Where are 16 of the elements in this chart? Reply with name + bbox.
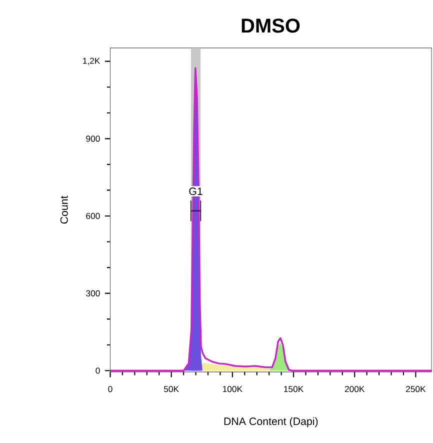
- x-tick-label: 150K: [284, 386, 304, 392]
- y-tick-label: 1,2K: [83, 58, 100, 65]
- line-series: [110, 67, 432, 372]
- y-tick-label: 900: [86, 136, 100, 142]
- y-tick-label: 0: [96, 368, 100, 374]
- y-tick-label: 300: [86, 290, 100, 296]
- y-axis-title: Count: [60, 196, 68, 224]
- x-tick-label: 50K: [164, 386, 180, 392]
- x-tick-label: 0: [108, 386, 113, 392]
- y-tick-label: 600: [86, 212, 100, 220]
- x-tick-label: 250K: [406, 386, 426, 392]
- chart-title: DMSO: [242, 18, 300, 33]
- band-label: G1: [189, 188, 203, 196]
- x-axis-title: DNA Content (Dapi): [224, 417, 318, 428]
- x-tick-label: 100K: [223, 386, 243, 392]
- x-tick-label: 200K: [345, 386, 365, 392]
